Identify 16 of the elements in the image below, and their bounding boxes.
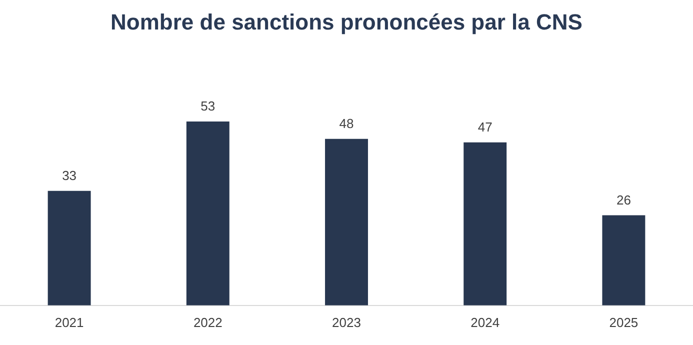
x-tick-label: 2022 (193, 314, 222, 330)
data-label: 48 (339, 116, 354, 131)
bar (464, 142, 507, 306)
x-tick-label: 2025 (609, 314, 638, 330)
bar (186, 122, 230, 306)
data-label: 33 (62, 168, 77, 184)
bar (325, 138, 368, 306)
data-label: 53 (200, 98, 216, 114)
chart-title: Nombre de sanctions prononcées par la CNS (110, 9, 582, 34)
data-label: 26 (616, 192, 631, 208)
x-tick-label: 2023 (332, 314, 361, 330)
bar (48, 190, 91, 306)
data-label: 47 (478, 119, 492, 134)
x-tick-label: 2024 (470, 314, 500, 330)
x-tick-label: 2021 (54, 314, 84, 330)
bar (602, 215, 646, 306)
